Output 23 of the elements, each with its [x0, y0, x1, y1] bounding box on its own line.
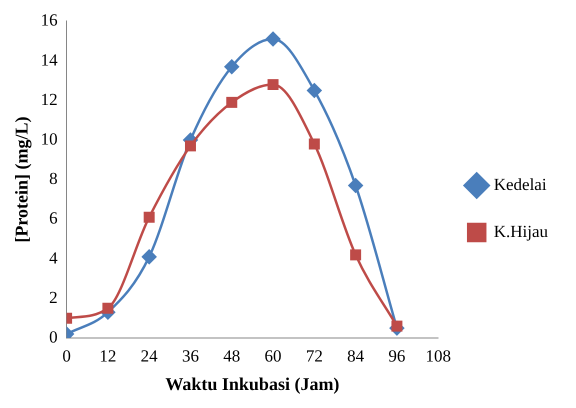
y-tick-label: 2	[49, 288, 58, 307]
x-tick-label: 12	[99, 346, 116, 366]
x-tick-label: 96	[388, 346, 406, 366]
x-tick-label: 60	[264, 346, 282, 366]
x-tick-label: 72	[306, 346, 323, 366]
legend-label: K.Hijau	[494, 222, 548, 241]
y-tick-label: 14	[40, 50, 58, 70]
x-tick-label: 0	[62, 346, 71, 366]
legend-label: Kedelai	[494, 174, 547, 194]
y-tick-label: 10	[40, 129, 58, 148]
x-axis-title: Waktu Inkubasi (Jam)	[165, 374, 340, 394]
x-tick-label: 108	[425, 346, 451, 366]
y-tick-label: 0	[49, 327, 58, 346]
y-tick-label: 4	[49, 248, 58, 268]
x-tick-label: 84	[347, 346, 365, 366]
y-tick-label: 8	[49, 169, 58, 188]
x-tick-label: 24	[140, 346, 158, 366]
y-axis-title: [Protein] (mg/L)	[11, 116, 32, 243]
y-tick-label: 6	[49, 208, 58, 228]
y-tick-label: 16	[40, 10, 58, 30]
y-tick-label: 12	[40, 90, 58, 109]
x-tick-label: 48	[223, 346, 240, 366]
x-tick-label: 36	[182, 346, 199, 366]
